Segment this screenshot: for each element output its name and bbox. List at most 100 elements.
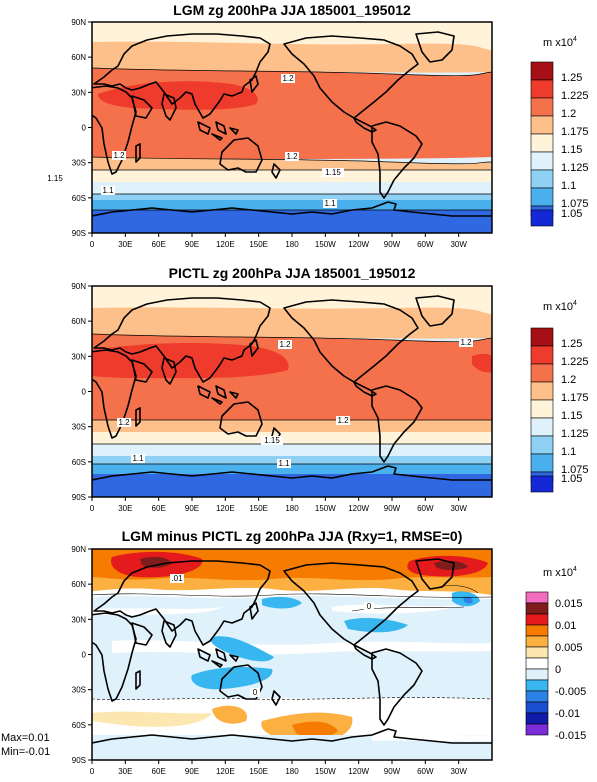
lat-tick-label: 30S bbox=[72, 686, 86, 695]
lon-tick-label: 30W bbox=[450, 240, 467, 249]
colorbar-swatch bbox=[525, 701, 549, 714]
lat-tick-label: 30S bbox=[72, 423, 86, 432]
lon-tick-label: 90W bbox=[384, 504, 401, 513]
contour-label: 0 bbox=[253, 688, 258, 697]
colorbar-label: 1.075 bbox=[561, 198, 589, 210]
colorbar-label: 1.225 bbox=[561, 90, 589, 102]
colorbar-label: 1.075 bbox=[561, 464, 589, 476]
colorbar-label: 1.15 bbox=[561, 144, 582, 156]
lon-tick-label: 30E bbox=[118, 240, 132, 249]
contour-label: 1.1 bbox=[278, 459, 290, 468]
colorbar-label: 1.125 bbox=[561, 162, 589, 174]
min-label: Min=-0.01 bbox=[1, 746, 50, 758]
colorbar-swatch bbox=[525, 679, 549, 692]
lat-tick-label: 30S bbox=[72, 159, 86, 168]
contour-field bbox=[92, 286, 492, 497]
colorbar-label: 0.005 bbox=[555, 642, 583, 654]
lat-tick-label: 60S bbox=[72, 721, 86, 730]
colorbar-label: -0.015 bbox=[555, 730, 586, 742]
colorbar-label: 1.2 bbox=[561, 108, 576, 120]
colorbar-label: 1.1 bbox=[561, 180, 576, 192]
colorbar-label: -0.005 bbox=[555, 686, 586, 698]
lon-tick-label: 120E bbox=[216, 767, 235, 776]
colorbar-swatch bbox=[525, 602, 549, 615]
colorbar-label: 1.05 bbox=[561, 208, 582, 220]
contour-label: 1.1 bbox=[132, 454, 144, 463]
lat-tick-label: 30N bbox=[71, 352, 86, 361]
lat-tick-label: 90S bbox=[72, 229, 86, 238]
lon-tick-label: 30W bbox=[450, 504, 467, 513]
contour-label: 1.1 bbox=[324, 199, 336, 208]
colorbar: m x104 1.25 1.225 1.2 1.175 1.15 1.125 1… bbox=[530, 300, 589, 493]
colorbar-label: 1.175 bbox=[561, 126, 589, 138]
colorbar-label: -0.01 bbox=[555, 708, 580, 720]
colorbar-swatch bbox=[530, 417, 554, 437]
lon-tick-label: 150W bbox=[315, 240, 336, 249]
colorbar-swatch bbox=[530, 115, 554, 135]
contour-label: 1.15 bbox=[264, 436, 280, 445]
contour-label: 1.2 bbox=[460, 338, 472, 347]
lat-tick-label: 90S bbox=[72, 493, 86, 502]
contour-field bbox=[92, 22, 492, 233]
colorbar-label: 0 bbox=[555, 664, 561, 676]
colorbar-swatch bbox=[530, 187, 554, 207]
lat-tick-label: 0 bbox=[82, 124, 87, 133]
colorbar-swatch bbox=[530, 475, 554, 493]
lon-tick-label: 180 bbox=[285, 240, 299, 249]
colorbar-swatch bbox=[530, 151, 554, 171]
lat-tick-label: 90N bbox=[71, 545, 86, 554]
colorbar-swatch bbox=[530, 363, 554, 383]
colorbar-label: 1.15 bbox=[561, 410, 582, 422]
lon-tick-label: 60W bbox=[417, 767, 434, 776]
lon-tick-label: 150W bbox=[315, 767, 336, 776]
contour-label: 1.2 bbox=[118, 418, 130, 427]
lon-tick-label: 120W bbox=[348, 240, 369, 249]
colorbar-swatch bbox=[525, 591, 549, 604]
colorbar-swatch bbox=[525, 635, 549, 648]
lon-tick-label: 0 bbox=[90, 504, 95, 513]
panel-pictl: PICTL zg 200hPa JJA 185001_195012 bbox=[91, 265, 589, 498]
lat-tick-label: 90N bbox=[71, 282, 86, 291]
max-label: Max=0.01 bbox=[1, 732, 50, 744]
colorbar-label: 1.25 bbox=[561, 72, 582, 84]
colorbar-label: 1.1 bbox=[561, 446, 576, 458]
contour-label: 1.15 bbox=[47, 174, 63, 183]
lat-tick-label: 30N bbox=[71, 615, 86, 624]
lon-tick-label: 90E bbox=[185, 504, 199, 513]
contour-labels: 1.2 1.2 1.2 1.2 1.15 1.1 1.1 bbox=[117, 338, 473, 468]
contour-label: 1.2 bbox=[282, 74, 294, 83]
contour-label: 1.15 bbox=[325, 168, 341, 177]
colorbar-label: 1.25 bbox=[561, 338, 582, 350]
lon-tick-label: 120E bbox=[216, 240, 235, 249]
lon-tick-label: 120E bbox=[216, 504, 235, 513]
colorbar-swatch bbox=[530, 133, 554, 153]
lat-tick-label: 60N bbox=[71, 580, 86, 589]
lat-tick-label: 60N bbox=[71, 317, 86, 326]
colorbar: m x104 0.015 0.01 0.005 0 -0.005 -0.01 -… bbox=[525, 566, 586, 742]
lon-tick-label: 60W bbox=[417, 240, 434, 249]
colorbar-swatch bbox=[530, 399, 554, 419]
contour-label: 1.2 bbox=[279, 340, 291, 349]
colorbar-swatch bbox=[525, 712, 549, 725]
lon-tick-label: 150W bbox=[315, 504, 336, 513]
unit-label: m x104 bbox=[543, 300, 577, 313]
unit-label: m x104 bbox=[543, 566, 577, 579]
lon-tick-label: 90W bbox=[384, 240, 401, 249]
lon-tick-label: 150E bbox=[249, 504, 268, 513]
lon-tick-label: 60E bbox=[152, 767, 166, 776]
contour-labels: 1.2 1.2 1.2 1.15 1.15 1.1 1.1 bbox=[44, 74, 344, 208]
colorbar-swatch bbox=[525, 613, 549, 626]
contour-label: 1.1 bbox=[102, 186, 114, 195]
contour-label: .01 bbox=[171, 574, 183, 583]
colorbar-swatch bbox=[530, 169, 554, 189]
lon-tick-label: 30E bbox=[118, 504, 132, 513]
lat-tick-label: 90N bbox=[71, 18, 86, 27]
lon-tick-label: 90W bbox=[384, 767, 401, 776]
lat-tick-label: 60N bbox=[71, 53, 86, 62]
colorbar-swatch bbox=[530, 79, 554, 99]
lon-tick-label: 120W bbox=[348, 504, 369, 513]
lat-tick-label: 0 bbox=[82, 651, 87, 660]
lon-tick-label: 90E bbox=[185, 767, 199, 776]
lon-tick-label: 180 bbox=[285, 767, 299, 776]
